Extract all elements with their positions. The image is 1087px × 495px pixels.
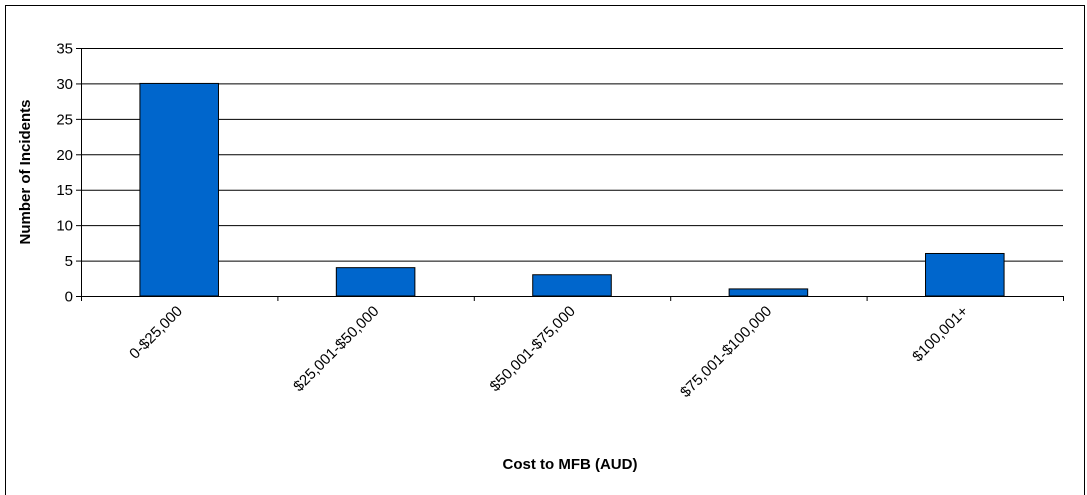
x-axis-title: Cost to MFB (AUD): [503, 456, 638, 473]
x-tick-label: $100,001+: [909, 303, 972, 366]
y-axis-title: Number of Incidents: [17, 99, 34, 244]
bar: [925, 252, 1005, 297]
y-tick-labels: 0 5 10 15 20 25 30 35: [56, 41, 81, 306]
y-tick-label: 10: [56, 218, 73, 235]
y-tick-label: 25: [56, 111, 73, 128]
bars: [139, 82, 1005, 297]
x-tick-label: 0-$25,000: [126, 303, 186, 363]
y-tick-label: 5: [65, 253, 73, 270]
bar: [335, 267, 416, 297]
bar: [139, 82, 219, 297]
gridlines: [81, 48, 1063, 262]
y-tick-label: 30: [56, 76, 73, 93]
y-tick-label: 0: [65, 289, 73, 306]
x-tick-label: $25,001-$50,000: [290, 303, 382, 395]
x-tick-labels: 0-$25,000 $25,001-$50,000 $50,001-$75,000 $…: [81, 296, 1064, 401]
x-tick-label: $75,001-$100,000: [677, 303, 775, 401]
bar: [532, 274, 612, 297]
y-tick-label: 15: [56, 182, 73, 199]
x-tick-label: $50,001-$75,000: [487, 303, 579, 395]
y-tick-label: 35: [56, 41, 73, 58]
y-tick-label: 20: [56, 147, 73, 164]
bar: [728, 288, 809, 297]
